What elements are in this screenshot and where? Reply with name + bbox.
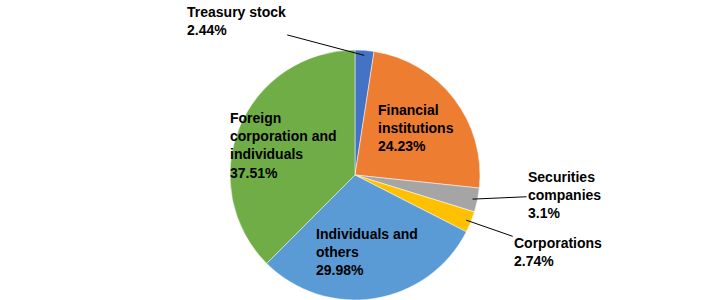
svg-text:Financialinstitutions24.23%: Financialinstitutions24.23% bbox=[378, 102, 454, 154]
svg-text:Securitiescompanies3.1%: Securitiescompanies3.1% bbox=[528, 169, 601, 221]
svg-text:Corporations2.74%: Corporations2.74% bbox=[514, 235, 602, 269]
svg-text:Treasury stock2.44%: Treasury stock2.44% bbox=[187, 4, 286, 38]
svg-text:Individuals andothers29.98%: Individuals andothers29.98% bbox=[316, 226, 418, 278]
svg-text:Foreigncorporation andindividu: Foreigncorporation andindividuals37.51% bbox=[230, 110, 337, 181]
